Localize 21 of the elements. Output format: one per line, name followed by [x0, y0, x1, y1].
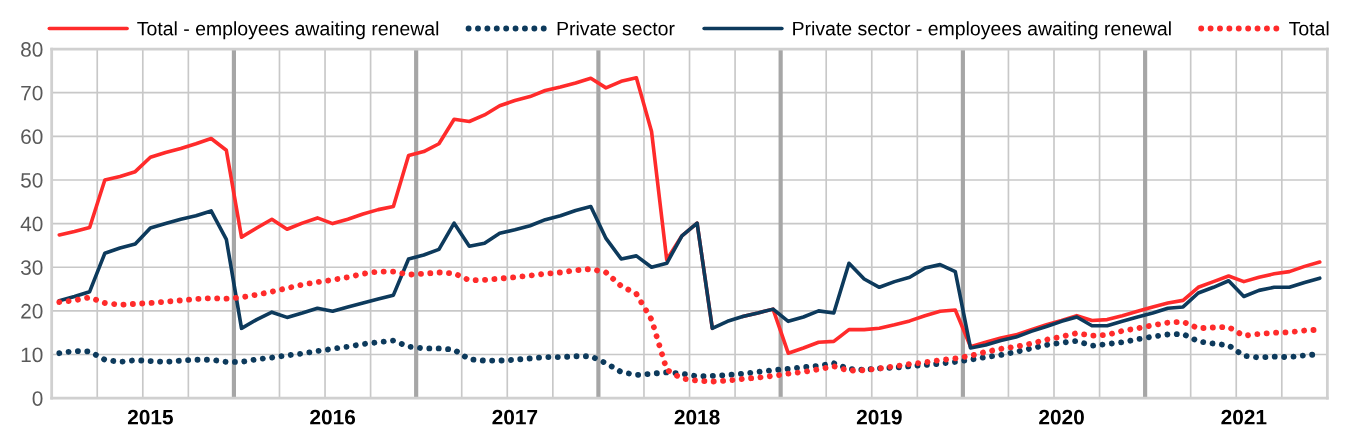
x-tick-label: 2015	[127, 409, 173, 425]
y-tick-label: 0	[32, 391, 43, 406]
x-tick-label: 2021	[1221, 409, 1267, 425]
legend-label: Total	[1289, 21, 1329, 36]
legend-label: Private sector - employees awaiting renewal	[793, 21, 1171, 40]
legend-label: Total - employees awaiting renewal	[137, 21, 439, 40]
y-tick-label: 10	[21, 347, 43, 363]
x-tick-label: 2016	[310, 409, 356, 425]
line-series	[57, 204, 1322, 350]
y-tick-label: 40	[20, 216, 43, 232]
x-tick-label: 2020	[1039, 409, 1084, 425]
legend-label: Private sector	[557, 21, 675, 36]
y-tick-label: 70	[21, 85, 43, 101]
y-tick-label: 20	[21, 303, 43, 319]
y-tick-label: 60	[21, 129, 43, 145]
y-tick-label: 50	[21, 172, 43, 188]
y-tick-label: 80	[21, 42, 43, 57]
x-tick-label: 2019	[856, 409, 902, 425]
x-tick-label: 2017	[492, 409, 538, 425]
y-tick-label: 30	[20, 260, 43, 275]
x-tick-label: 2018	[674, 409, 720, 425]
